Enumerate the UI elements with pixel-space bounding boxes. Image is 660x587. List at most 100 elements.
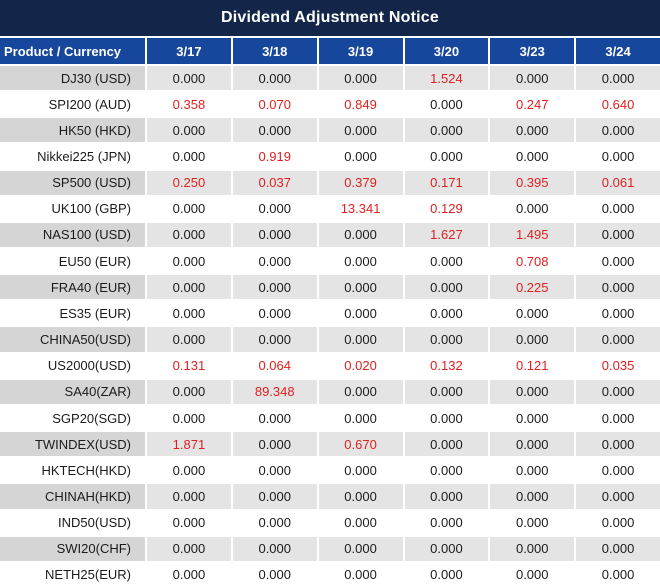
column-header-date: 3/20 (404, 38, 489, 64)
dividend-value-cell: 0.000 (576, 510, 660, 535)
table-header-row: Product / Currency 3/17 3/18 3/19 3/20 3/23 3… (0, 38, 660, 64)
dividend-value-cell: 0.035 (576, 353, 660, 378)
dividend-value-cell: 0.061 (576, 170, 660, 195)
dividend-value-cell: 0.000 (404, 379, 489, 404)
dividend-value-cell: 0.000 (490, 144, 575, 169)
product-cell: US2000(USD) (0, 353, 145, 378)
product-cell: HKTECH(HKD) (0, 458, 145, 483)
dividend-value-cell: 0.000 (576, 484, 660, 509)
dividend-value-cell: 0.000 (576, 432, 660, 457)
dividend-value-cell: 0.000 (404, 118, 489, 143)
dividend-value-cell: 0.000 (576, 301, 660, 326)
dividend-value-cell: 0.000 (404, 458, 489, 483)
dividend-value-cell: 0.670 (318, 432, 403, 457)
product-cell: SGP20(SGD) (0, 405, 145, 431)
product-cell: DJ30 (USD) (0, 66, 145, 91)
dividend-value-cell: 0.000 (147, 458, 231, 483)
dividend-value-cell: 0.000 (490, 66, 575, 91)
dividend-value-cell: 0.037 (232, 170, 317, 195)
dividend-value-cell: 0.000 (318, 405, 403, 431)
dividend-value-cell: 0.000 (404, 432, 489, 457)
dividend-value-cell: 0.000 (404, 92, 489, 117)
dividend-value-cell: 0.000 (404, 562, 489, 587)
dividend-value-cell: 0.000 (490, 484, 575, 509)
table-row: TWINDEX(USD) 1.871 0.000 0.670 0.000 0.000 0.0… (0, 432, 660, 457)
product-cell: CHINA50(USD) (0, 327, 145, 352)
dividend-value-cell: 0.640 (576, 92, 660, 117)
dividend-value-cell: 0.000 (147, 301, 231, 326)
product-cell: NAS100 (USD) (0, 222, 145, 248)
dividend-value-cell: 0.000 (147, 222, 231, 248)
dividend-value-cell: 0.358 (147, 92, 231, 117)
page-title: Dividend Adjustment Notice (221, 9, 439, 26)
table-row: HKTECH(HKD) 0.000 0.000 0.000 0.000 0.000 0.00… (0, 458, 660, 483)
dividend-value-cell: 0.000 (318, 458, 403, 483)
dividend-value-cell: 0.000 (147, 536, 231, 561)
dividend-value-cell: 0.000 (576, 144, 660, 169)
dividend-value-cell: 0.000 (318, 118, 403, 143)
dividend-value-cell: 0.000 (232, 562, 317, 587)
dividend-value-cell: 0.000 (232, 275, 317, 300)
dividend-value-cell: 0.000 (232, 536, 317, 561)
dividend-value-cell: 0.064 (232, 353, 317, 378)
dividend-value-cell: 0.247 (490, 92, 575, 117)
table-row: UK100 (GBP) 0.000 0.000 13.341 0.129 0.000 0.0… (0, 196, 660, 221)
dividend-value-cell: 0.000 (490, 196, 575, 221)
dividend-value-cell: 0.000 (318, 379, 403, 404)
dividend-value-cell: 0.000 (147, 144, 231, 169)
column-header-product-currency: Product / Currency (0, 38, 145, 64)
dividend-value-cell: 0.000 (404, 484, 489, 509)
dividend-value-cell: 0.000 (318, 249, 403, 274)
dividend-value-cell: 0.000 (576, 562, 660, 587)
table-row: SPI200 (AUD) 0.358 0.070 0.849 0.000 0.247 0.6… (0, 92, 660, 117)
product-cell: SA40(ZAR) (0, 379, 145, 404)
dividend-value-cell: 0.000 (404, 536, 489, 561)
dividend-value-cell: 0.919 (232, 144, 317, 169)
dividend-value-cell: 0.000 (232, 484, 317, 509)
table-row: SWI20(CHF) 0.000 0.000 0.000 0.000 0.000 0.000 (0, 536, 660, 561)
dividend-value-cell: 0.000 (404, 327, 489, 352)
product-cell: UK100 (GBP) (0, 196, 145, 221)
dividend-value-cell: 0.000 (147, 484, 231, 509)
dividend-value-cell: 0.000 (404, 301, 489, 326)
dividend-value-cell: 0.000 (232, 301, 317, 326)
dividend-value-cell: 0.000 (576, 327, 660, 352)
table-row: HK50 (HKD) 0.000 0.000 0.000 0.000 0.000 0.000 (0, 118, 660, 143)
dividend-value-cell: 0.000 (318, 510, 403, 535)
table-row: SGP20(SGD) 0.000 0.000 0.000 0.000 0.000 0.000 (0, 405, 660, 431)
dividend-value-cell: 0.000 (404, 405, 489, 431)
dividend-value-cell: 0.000 (404, 249, 489, 274)
dividend-value-cell: 0.000 (318, 562, 403, 587)
product-cell: ES35 (EUR) (0, 301, 145, 326)
dividend-value-cell: 0.000 (232, 327, 317, 352)
dividend-value-cell: 0.000 (576, 379, 660, 404)
product-cell: TWINDEX(USD) (0, 432, 145, 457)
table-row: DJ30 (USD) 0.000 0.000 0.000 1.524 0.000 0.000 (0, 66, 660, 91)
dividend-value-cell: 0.000 (318, 301, 403, 326)
dividend-value-cell: 1.524 (404, 66, 489, 91)
column-header-date: 3/23 (490, 38, 575, 64)
dividend-value-cell: 0.000 (232, 432, 317, 457)
dividend-value-cell: 0.132 (404, 353, 489, 378)
dividend-value-cell: 0.395 (490, 170, 575, 195)
dividend-value-cell: 0.000 (404, 144, 489, 169)
dividend-value-cell: 0.849 (318, 92, 403, 117)
table-row: NAS100 (USD) 0.000 0.000 0.000 1.627 1.495 0.0… (0, 222, 660, 248)
column-header-date: 3/19 (318, 38, 403, 64)
dividend-value-cell: 0.225 (490, 275, 575, 300)
dividend-value-cell: 0.708 (490, 249, 575, 274)
dividend-value-cell: 0.000 (318, 66, 403, 91)
dividend-value-cell: 0.000 (147, 379, 231, 404)
dividend-value-cell: 0.000 (576, 196, 660, 221)
dividend-value-cell: 0.000 (318, 275, 403, 300)
table-row: SP500 (USD) 0.250 0.037 0.379 0.171 0.395 0.06… (0, 170, 660, 195)
dividend-value-cell: 0.000 (232, 66, 317, 91)
dividend-value-cell: 0.000 (147, 249, 231, 274)
dividend-value-cell: 0.000 (490, 432, 575, 457)
dividend-value-cell: 89.348 (232, 379, 317, 404)
dividend-value-cell: 0.000 (147, 275, 231, 300)
dividend-value-cell: 0.000 (318, 144, 403, 169)
column-header-date: 3/17 (147, 38, 231, 64)
dividend-value-cell: 0.000 (147, 196, 231, 221)
